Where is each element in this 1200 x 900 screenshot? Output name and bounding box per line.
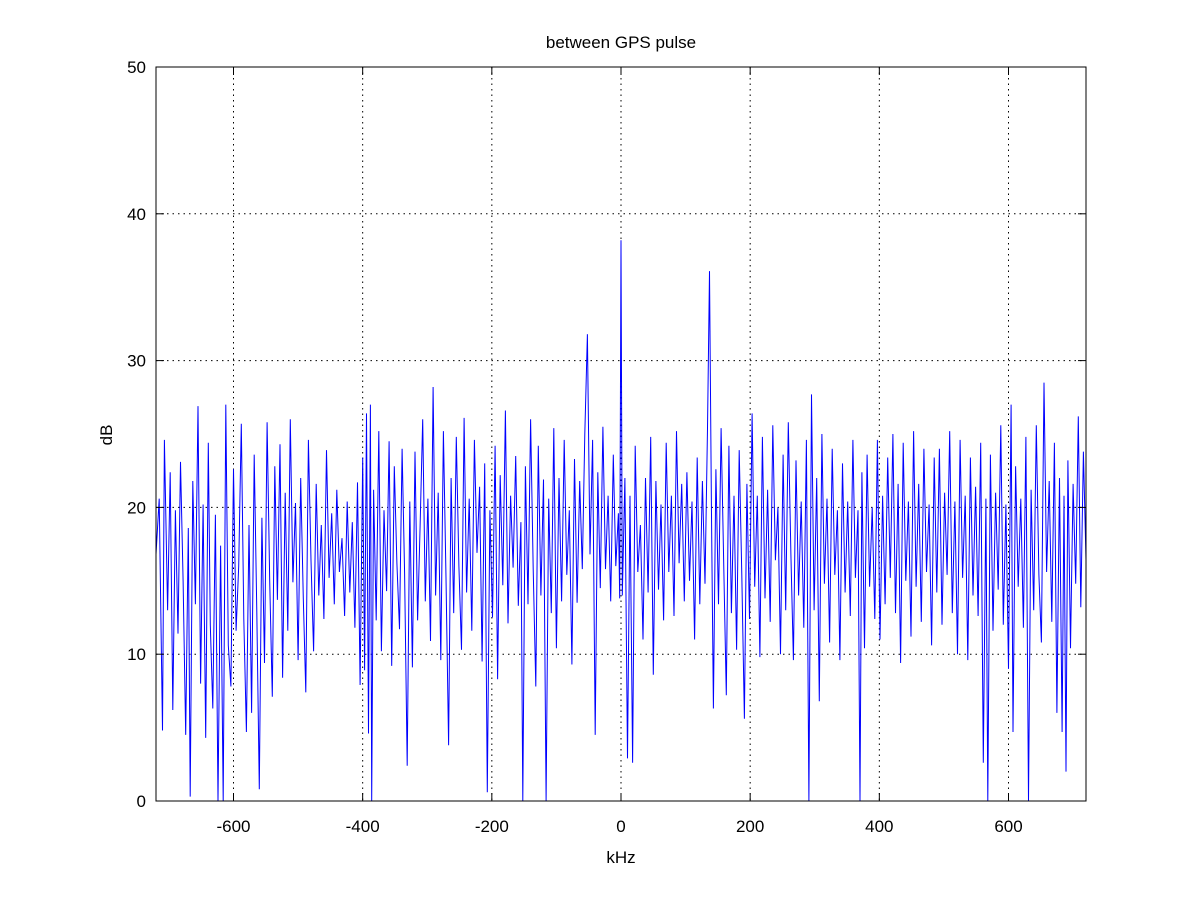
plot-series — [155, 240, 1087, 802]
y-tick-label: 20 — [127, 498, 146, 517]
grid — [156, 67, 1086, 801]
y-axis-label: dB — [97, 425, 116, 446]
y-tick-label: 40 — [127, 205, 146, 224]
x-tick-label: 600 — [994, 817, 1022, 836]
y-tick-label: 10 — [127, 645, 146, 664]
y-tick-label: 50 — [127, 58, 146, 77]
chart-title: between GPS pulse — [546, 33, 696, 52]
x-tick-label: 0 — [616, 817, 625, 836]
x-tick-label: -200 — [475, 817, 509, 836]
x-tick-label: -600 — [216, 817, 250, 836]
y-tick-label: 0 — [137, 792, 146, 811]
x-tick-label: 200 — [736, 817, 764, 836]
y-tick-label: 30 — [127, 352, 146, 371]
x-axis-label: kHz — [606, 848, 635, 867]
series-line-0 — [155, 240, 1087, 802]
axis-ticks — [156, 66, 1086, 802]
x-tick-label: 400 — [865, 817, 893, 836]
x-tick-labels: -600 -400 -200 0 200 400 600 — [216, 817, 1022, 836]
y-tick-labels: 0 10 20 30 40 50 — [127, 58, 146, 811]
x-tick-label: -400 — [346, 817, 380, 836]
